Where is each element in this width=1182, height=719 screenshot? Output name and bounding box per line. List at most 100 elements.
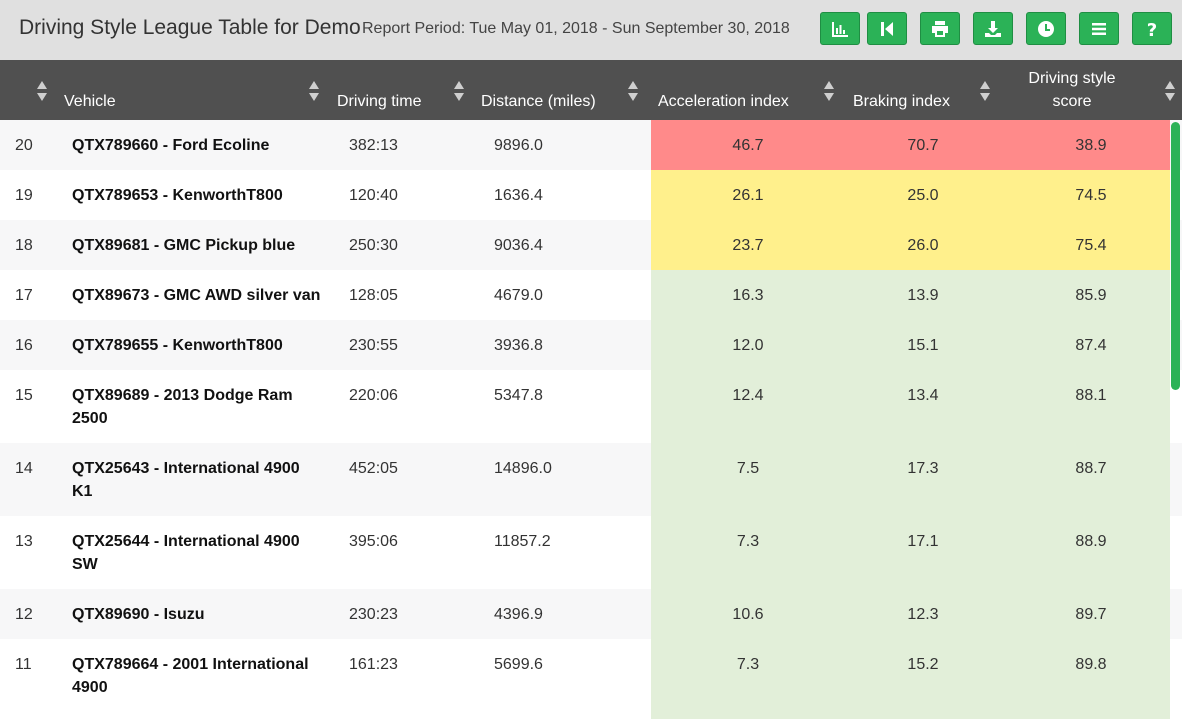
sort-icon[interactable] [627, 80, 639, 102]
acceleration-cell: 7.5 [736, 460, 760, 477]
table-row[interactable]: 20 QTX789660 - Ford Ecoline 382:13 9896.0 46… [0, 120, 1182, 170]
menu-icon [1092, 22, 1106, 35]
driving-time-cell: 128:05 [349, 287, 398, 304]
svg-text:?: ? [1147, 20, 1157, 39]
braking-cell: 17.3 [907, 460, 939, 477]
score-band [651, 516, 1170, 589]
col-driving-time[interactable]: Driving time [337, 93, 422, 110]
distance-cell: 1636.4 [494, 187, 543, 204]
col-braking[interactable]: Braking index [853, 93, 950, 110]
braking-cell: 26.0 [907, 237, 939, 254]
download-button[interactable] [973, 12, 1013, 45]
acceleration-cell: 23.7 [732, 237, 764, 254]
table-row[interactable]: 13 QTX25644 - International 4900 SW 395:06… [0, 516, 1182, 589]
col-score[interactable]: Driving style score [1012, 67, 1132, 113]
rank-cell: 16 [15, 337, 33, 354]
driving-time-cell: 120:40 [349, 187, 398, 204]
table-row[interactable]: 17 QTX89673 - GMC AWD silver van 128:05 467… [0, 270, 1182, 320]
score-cell: 89.8 [1075, 656, 1107, 673]
table-row[interactable]: 11 QTX789664 - 2001 International 4900 161… [0, 639, 1182, 719]
rank-cell: 15 [15, 387, 33, 404]
sort-icon[interactable] [308, 80, 320, 102]
vehicle-cell: QTX789664 - 2001 International 4900 [72, 656, 309, 696]
skip-back-icon [881, 21, 893, 36]
distance-cell: 9036.4 [494, 237, 543, 254]
download-icon [985, 20, 1001, 37]
rank-cell: 12 [15, 606, 33, 623]
braking-cell: 17.1 [907, 533, 939, 550]
vehicle-cell: QTX789660 - Ford Ecoline [72, 137, 270, 154]
table-row[interactable]: 15 QTX89689 - 2013 Dodge Ram 2500 220:06 53… [0, 370, 1182, 443]
driving-time-cell: 220:06 [349, 387, 398, 404]
score-band [651, 443, 1170, 516]
distance-cell: 5699.6 [494, 656, 543, 673]
driving-time-cell: 382:13 [349, 137, 398, 154]
acceleration-cell: 26.1 [732, 187, 764, 204]
driving-time-cell: 452:05 [349, 460, 398, 477]
distance-cell: 14896.0 [494, 460, 552, 477]
acceleration-cell: 12.4 [732, 387, 764, 404]
score-cell: 38.9 [1075, 137, 1107, 154]
sort-icon[interactable] [979, 80, 991, 102]
acceleration-cell: 7.3 [736, 656, 760, 673]
driving-time-cell: 250:30 [349, 237, 398, 254]
braking-cell: 13.9 [907, 287, 939, 304]
score-cell: 88.9 [1075, 533, 1107, 550]
score-band [651, 320, 1170, 370]
braking-cell: 12.3 [907, 606, 939, 623]
history-button[interactable] [1026, 12, 1066, 45]
braking-cell: 15.1 [907, 337, 939, 354]
bar-chart-icon [832, 21, 848, 37]
col-acceleration[interactable]: Acceleration index [658, 93, 789, 110]
col-distance[interactable]: Distance (miles) [481, 93, 596, 110]
rank-cell: 17 [15, 287, 33, 304]
vehicle-cell: QTX89689 - 2013 Dodge Ram 2500 [72, 387, 293, 427]
vehicle-cell: QTX25644 - International 4900 SW [72, 533, 300, 573]
sort-icon[interactable] [453, 80, 465, 102]
col-score-line2: score [1052, 93, 1092, 110]
first-page-button[interactable] [867, 12, 907, 45]
vehicle-cell: QTX89690 - Isuzu [72, 606, 205, 623]
table-header: Vehicle Driving time Distance (miles) Ac… [0, 60, 1182, 120]
score-cell: 88.7 [1075, 460, 1107, 477]
acceleration-cell: 46.7 [732, 137, 764, 154]
score-cell: 75.4 [1075, 237, 1107, 254]
report-period: Report Period: Tue May 01, 2018 - Sun Se… [362, 20, 790, 37]
acceleration-cell: 7.3 [736, 533, 760, 550]
menu-button[interactable] [1079, 12, 1119, 45]
table-row[interactable]: 16 QTX789655 - KenworthT800 230:55 3936.8 12… [0, 320, 1182, 370]
braking-cell: 15.2 [907, 656, 939, 673]
score-band [651, 589, 1170, 639]
scrollbar-thumb[interactable] [1171, 122, 1180, 390]
table-row[interactable]: 19 QTX789653 - KenworthT800 120:40 1636.4 26… [0, 170, 1182, 220]
sort-icon[interactable] [823, 80, 835, 102]
score-band [651, 270, 1170, 320]
score-cell: 89.7 [1075, 606, 1107, 623]
table-row[interactable]: 14 QTX25643 - International 4900 K1 452:05… [0, 443, 1182, 516]
acceleration-cell: 12.0 [732, 337, 764, 354]
sort-icon[interactable] [36, 80, 48, 102]
score-cell: 85.9 [1075, 287, 1107, 304]
score-cell: 74.5 [1075, 187, 1107, 204]
rank-cell: 14 [15, 460, 33, 477]
sort-icon[interactable] [1164, 80, 1176, 102]
distance-cell: 3936.8 [494, 337, 543, 354]
col-vehicle[interactable]: Vehicle [64, 93, 116, 110]
driving-time-cell: 395:06 [349, 533, 398, 550]
chart-button[interactable] [820, 12, 860, 45]
help-button[interactable]: ? [1132, 12, 1172, 45]
score-band [651, 220, 1170, 270]
distance-cell: 5347.8 [494, 387, 543, 404]
score-cell: 87.4 [1075, 337, 1107, 354]
table-row[interactable]: 12 QTX89690 - Isuzu 230:23 4396.9 10.6 12.3 89… [0, 589, 1182, 639]
table-row[interactable]: 18 QTX89681 - GMC Pickup blue 250:30 9036.4… [0, 220, 1182, 270]
rank-cell: 13 [15, 533, 33, 550]
score-cell: 88.1 [1075, 387, 1107, 404]
print-button[interactable] [920, 12, 960, 45]
score-band [651, 370, 1170, 443]
vehicle-cell: QTX25643 - International 4900 K1 [72, 460, 300, 500]
rank-cell: 18 [15, 237, 33, 254]
col-score-line1: Driving style [1028, 70, 1116, 87]
score-band [651, 639, 1170, 719]
distance-cell: 9896.0 [494, 137, 543, 154]
